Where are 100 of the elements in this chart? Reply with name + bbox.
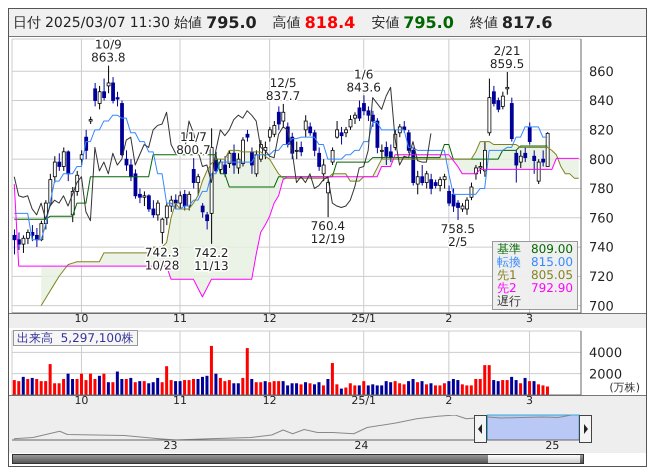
y-tick-label: 4000 [589,346,622,361]
annotation: 1/6 843.6 [346,67,381,94]
x-tick-label: 10 [74,394,88,407]
candlestick [438,176,442,192]
candlestick [518,150,523,168]
x-tick-label: 12 [262,394,277,407]
candlestick [52,156,57,184]
bar [138,381,142,395]
bar [456,380,460,395]
y-tick-label: 800 [589,152,614,168]
bar [532,381,536,395]
candlestick [416,170,420,195]
bar [236,383,240,395]
bar [362,381,366,395]
text: 基準 [497,242,522,256]
x-tick-label: 25 [545,438,560,452]
candlestick [523,146,528,163]
candlestick [232,144,236,174]
candlestick [353,112,357,124]
candlestick [322,158,326,182]
bar [106,382,110,395]
candlestick [281,103,286,128]
candlestick [272,120,276,138]
x-tick-label: 25/1 [351,394,376,407]
bar [35,379,38,395]
chart-title: 日付 2025/03/07 11:30 始値 795.0 高値 818.4 安値 795.0 終値 817.6 [13,13,552,32]
candlestick [93,82,98,107]
text: 遅行 [497,294,522,308]
y-tick-label: 720 [589,270,614,285]
bar [111,382,114,395]
bar [246,348,249,395]
x-tick-label: 23 [163,438,178,452]
bar [22,376,25,395]
candlestick [299,141,304,157]
bar [317,382,320,395]
y-tick-label: 860 [589,64,614,80]
bar [340,388,343,395]
bar [358,385,361,395]
annotation: 805.05 [531,268,573,282]
bar [394,381,397,395]
y-tick-label: 740 [589,240,614,256]
candlestick [57,152,62,172]
bar [416,382,420,395]
bar [308,383,312,395]
candlestick [106,65,110,94]
candlestick [151,200,156,218]
y-tick-label: 2000 [589,367,622,382]
candlestick [263,141,268,160]
candlestick [326,179,330,218]
bar [546,386,549,395]
candlestick [268,126,272,142]
bar [442,383,446,395]
bar [483,365,486,395]
candlestick [178,190,182,210]
x-tick-label: 24 [354,438,368,452]
candlestick [317,146,322,172]
bar [524,378,527,395]
annotation: 758.5 2/5 [440,222,475,249]
candlestick [335,120,339,140]
x-tick-label: 3 [526,394,533,407]
candlestick [330,146,334,166]
candlestick [348,114,352,130]
bar [210,346,213,395]
bar [353,385,356,395]
candlestick [66,150,70,182]
bar [371,384,374,395]
bar [510,376,514,395]
bar [366,385,370,395]
bar [102,374,106,395]
bar [304,382,308,395]
bar [134,382,137,395]
x-tick-label: 11 [173,394,188,407]
candlestick [344,126,348,138]
x-tick-label: 10 [74,312,88,325]
text: 先1 [497,268,518,282]
annotation: 809.00 [531,242,573,256]
candlestick [196,173,200,196]
candlestick [102,78,106,102]
text: 先2 [497,281,518,295]
line-series [40,141,580,306]
candlestick [142,190,146,207]
x-tick-label: 12 [262,312,277,325]
x-tick-label: 3 [526,312,533,325]
bar [420,381,424,395]
annotation: 2/21 859.5 [490,44,524,71]
annotation: 10/9 863.8 [91,38,126,65]
candlestick [160,217,164,244]
candlestick [304,114,308,138]
bar [124,379,128,395]
bar [142,381,146,395]
y-axis-title: (万株) [609,380,640,395]
candlestick [246,129,250,142]
bar [424,384,428,395]
candlestick [294,141,299,160]
bar [407,381,410,395]
x-tick-label: 2 [445,312,452,325]
candlestick [62,146,66,172]
bar [205,376,208,395]
bar [254,382,258,395]
candlestick [541,150,546,167]
